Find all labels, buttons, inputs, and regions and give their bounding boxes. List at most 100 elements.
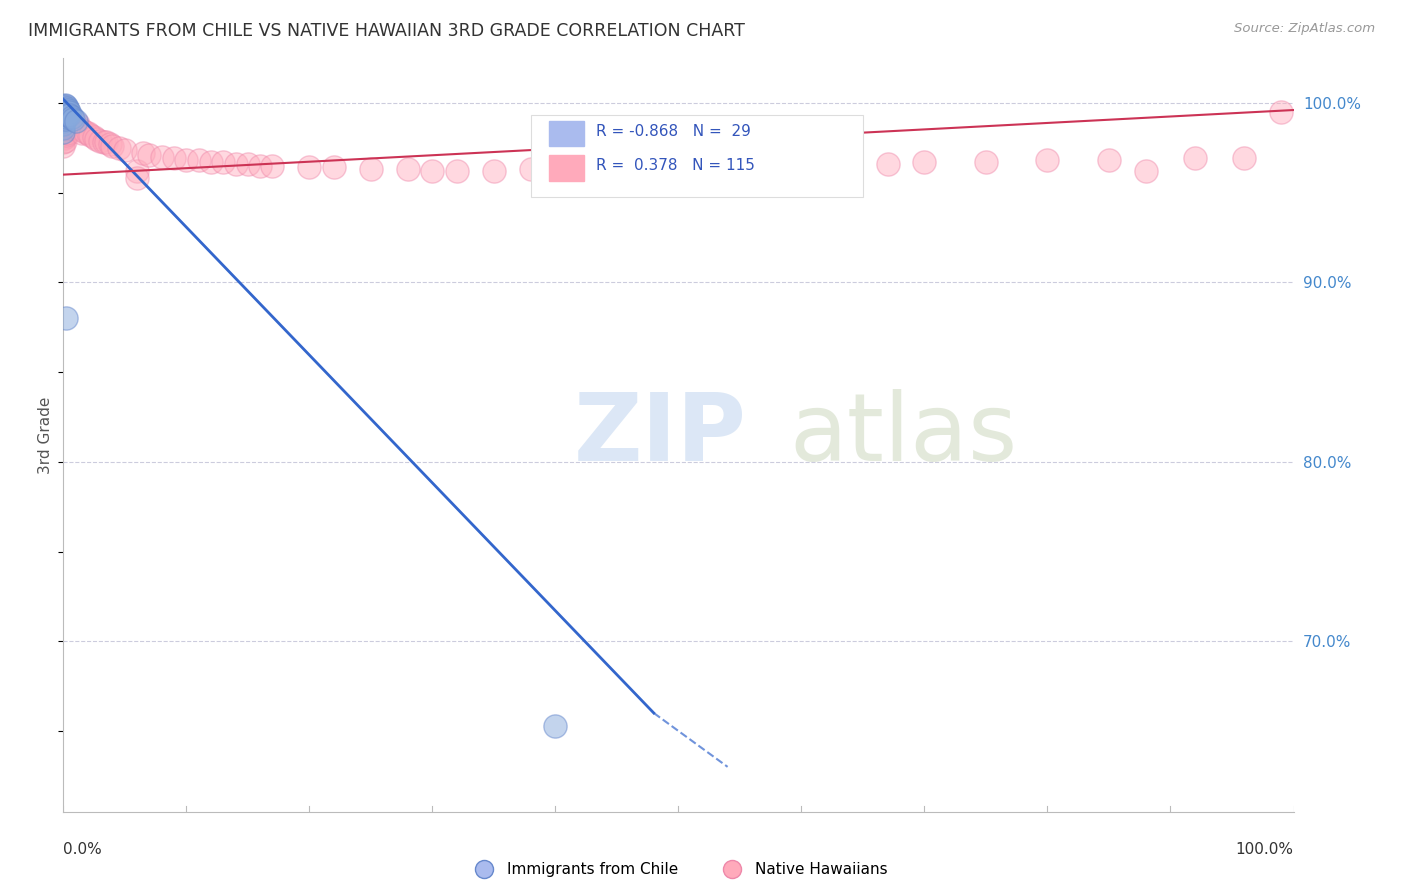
Point: [62, 117, 84, 131]
Point: [1233, 152, 1256, 166]
Point: [446, 164, 468, 178]
Point: [79, 128, 101, 143]
Point: [56, 122, 79, 136]
Point: [56, 106, 79, 120]
Point: [58, 112, 80, 126]
Point: [55, 106, 77, 120]
Point: [56, 120, 79, 135]
Point: [55, 103, 77, 117]
Point: [544, 162, 567, 177]
Point: [52, 132, 75, 146]
Point: [83, 130, 105, 145]
Point: [55, 128, 77, 143]
Point: [67, 117, 90, 131]
Point: [53, 130, 76, 145]
Point: [59, 110, 82, 124]
Point: [62, 113, 84, 128]
Point: [52, 106, 75, 120]
Point: [53, 101, 76, 115]
Text: R = -0.868   N =  29: R = -0.868 N = 29: [596, 124, 751, 138]
Point: [1135, 164, 1157, 178]
Point: [56, 106, 79, 120]
FancyBboxPatch shape: [531, 114, 863, 197]
Legend: Immigrants from Chile, Native Hawaiians: Immigrants from Chile, Native Hawaiians: [463, 856, 894, 883]
Point: [52, 99, 75, 113]
Point: [52, 139, 75, 153]
Point: [56, 117, 79, 131]
Point: [520, 162, 543, 177]
Point: [58, 108, 80, 122]
Point: [53, 122, 76, 136]
Point: [59, 113, 82, 128]
Text: atlas: atlas: [789, 389, 1018, 481]
Point: [52, 113, 75, 128]
Point: [1036, 153, 1059, 168]
Point: [101, 139, 124, 153]
Point: [65, 113, 87, 128]
Point: [53, 127, 76, 141]
Text: ZIP: ZIP: [574, 389, 747, 481]
Point: [323, 161, 346, 175]
Point: [53, 134, 76, 148]
Point: [56, 103, 79, 117]
Point: [839, 157, 862, 171]
Point: [56, 104, 79, 119]
Point: [174, 153, 197, 168]
Point: [56, 127, 79, 141]
Point: [56, 115, 79, 129]
Point: [422, 164, 444, 178]
Bar: [550, 120, 583, 146]
Point: [67, 120, 90, 135]
Point: [52, 110, 75, 124]
Point: [741, 161, 763, 175]
Point: [52, 110, 75, 124]
Point: [692, 161, 714, 175]
Point: [187, 153, 209, 168]
Point: [53, 104, 76, 119]
Text: Source: ZipAtlas.com: Source: ZipAtlas.com: [1234, 22, 1375, 36]
Bar: [550, 155, 583, 181]
Point: [482, 164, 505, 178]
Point: [59, 120, 82, 135]
Point: [1098, 153, 1121, 168]
Point: [58, 108, 80, 122]
Point: [52, 106, 75, 120]
Point: [58, 104, 80, 119]
Point: [86, 132, 108, 146]
Point: [127, 171, 148, 186]
Point: [876, 157, 898, 171]
Point: [52, 124, 75, 138]
Point: [1270, 104, 1292, 119]
Point: [52, 128, 75, 143]
Point: [212, 155, 235, 169]
Point: [396, 162, 419, 177]
Point: [56, 110, 79, 124]
Point: [52, 103, 75, 117]
Point: [52, 113, 75, 128]
Text: R =  0.378   N = 115: R = 0.378 N = 115: [596, 158, 755, 173]
Point: [55, 311, 77, 326]
Point: [59, 117, 82, 131]
Point: [52, 99, 75, 113]
Point: [55, 99, 77, 113]
Y-axis label: 3rd Grade: 3rd Grade: [38, 396, 53, 474]
Point: [56, 112, 79, 126]
Point: [53, 115, 76, 129]
Point: [56, 101, 79, 115]
Point: [56, 108, 79, 122]
Point: [360, 162, 382, 177]
Text: 0.0%: 0.0%: [63, 842, 103, 856]
Point: [249, 159, 271, 173]
Point: [53, 97, 76, 112]
Point: [93, 136, 115, 150]
Point: [58, 119, 80, 133]
Point: [55, 106, 77, 120]
Point: [107, 141, 129, 155]
Point: [65, 119, 87, 133]
Point: [76, 127, 98, 141]
Point: [56, 104, 79, 119]
Point: [52, 103, 75, 117]
Point: [138, 148, 160, 162]
Point: [53, 104, 76, 119]
Text: IMMIGRANTS FROM CHILE VS NATIVE HAWAIIAN 3RD GRADE CORRELATION CHART: IMMIGRANTS FROM CHILE VS NATIVE HAWAIIAN…: [28, 22, 745, 40]
